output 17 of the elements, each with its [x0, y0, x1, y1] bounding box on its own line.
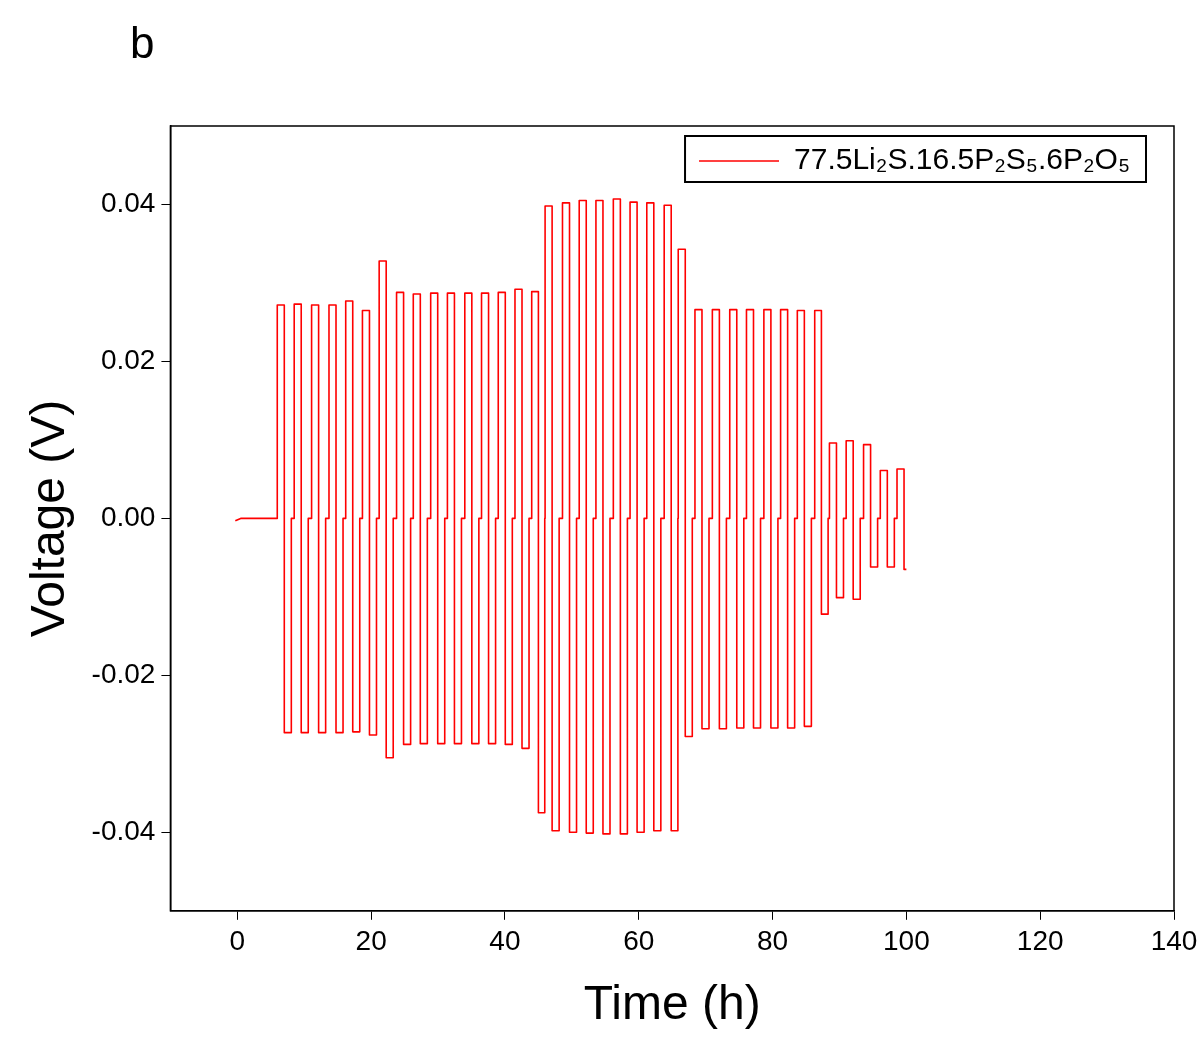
x-tick-label: 140 [1150, 925, 1198, 957]
x-tick-label: 80 [756, 925, 789, 957]
y-tick-label: -0.02 [91, 658, 156, 690]
y-tick-label: 0.04 [100, 187, 156, 219]
x-tick-label: 0 [229, 925, 246, 957]
y-tick-label: 0.00 [100, 501, 156, 533]
x-axis-title: Time (h) [583, 976, 761, 1030]
x-tick-label: 20 [355, 925, 387, 957]
y-axis-title: Voltage (V) [21, 399, 75, 638]
x-tick-label: 120 [1016, 925, 1064, 957]
x-tick-label: 100 [883, 925, 930, 957]
legend-label: 77.5Li₂S.16.5P₂S₅.6P₂O₅ [794, 142, 1131, 176]
x-tick-label: 60 [623, 925, 655, 957]
text: b [130, 18, 155, 68]
y-tick-label: -0.04 [91, 815, 156, 847]
x-tick-label: 40 [489, 925, 521, 957]
y-tick-label: 0.02 [100, 344, 156, 376]
